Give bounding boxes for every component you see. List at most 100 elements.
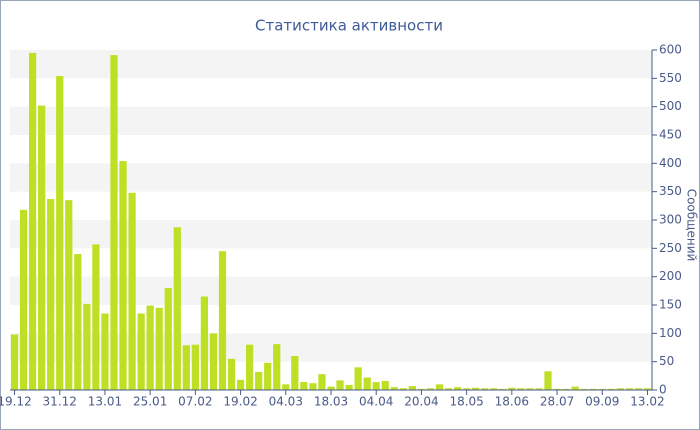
bar	[318, 374, 326, 390]
bar	[236, 379, 245, 390]
bar	[616, 388, 624, 390]
y-tick-label: 0	[659, 383, 667, 397]
bar	[264, 362, 272, 390]
x-tick-label: 28.07	[540, 395, 574, 409]
y-tick-label: 150	[659, 298, 682, 312]
bar	[535, 388, 543, 390]
bar	[481, 388, 489, 390]
bar	[417, 388, 426, 390]
bar	[28, 52, 37, 390]
grid-band	[10, 220, 652, 249]
bar	[10, 334, 19, 390]
bar	[526, 388, 534, 390]
bar	[191, 344, 199, 390]
bar	[553, 388, 561, 390]
x-tick-label: 18.03	[314, 395, 348, 409]
x-tick-label: 19.12	[0, 395, 32, 409]
y-tick-label: 50	[659, 354, 674, 368]
bar	[146, 305, 154, 390]
x-tick-label: 04.04	[359, 395, 393, 409]
bar	[625, 388, 634, 390]
bar	[598, 388, 606, 390]
bar	[508, 387, 516, 390]
grid-band	[10, 106, 652, 135]
bar	[472, 387, 480, 390]
bar	[463, 388, 471, 390]
bar	[164, 288, 172, 390]
bar	[643, 388, 652, 390]
bar	[200, 296, 209, 390]
x-tick-label: 18.05	[449, 395, 483, 409]
bar	[336, 380, 344, 390]
bar	[444, 388, 453, 390]
bar	[137, 313, 145, 390]
y-tick-label: 200	[659, 269, 682, 283]
bar	[56, 76, 64, 391]
bar	[399, 388, 407, 390]
bar	[426, 388, 435, 390]
bar	[372, 382, 380, 390]
bar	[490, 388, 498, 390]
y-tick-label: 300	[659, 213, 682, 227]
x-tick-label: 31.12	[43, 395, 77, 409]
bar	[300, 382, 308, 390]
y-tick-label: 400	[659, 156, 682, 170]
bar	[354, 367, 362, 390]
chart-title: Статистика активности	[255, 17, 443, 35]
bar	[83, 303, 91, 390]
bar	[128, 192, 136, 390]
bar	[74, 254, 82, 390]
bar	[345, 384, 353, 390]
x-tick-label: 20.04	[404, 395, 438, 409]
y-tick-label: 100	[659, 326, 682, 340]
x-tick-label: 04.03	[269, 395, 303, 409]
bar	[453, 387, 462, 390]
grid-band	[10, 50, 652, 79]
bar	[517, 388, 525, 390]
bar	[92, 244, 100, 390]
x-tick-label: 18.06	[495, 395, 529, 409]
x-tick-label: 07.02	[178, 395, 212, 409]
bar	[309, 383, 317, 390]
bar	[562, 388, 570, 390]
y-tick-label: 450	[659, 128, 682, 142]
bar	[327, 386, 335, 390]
bar	[218, 251, 227, 390]
bar	[544, 371, 552, 390]
bar	[227, 358, 236, 390]
grid-band	[10, 163, 652, 192]
bar	[119, 161, 127, 390]
bar	[634, 388, 643, 390]
bar	[65, 200, 73, 390]
bar	[38, 105, 46, 391]
bar	[580, 388, 588, 390]
x-tick-label: 13.01	[88, 395, 122, 409]
grid-band	[10, 276, 652, 305]
bar	[246, 344, 254, 390]
x-tick-label: 19.02	[223, 395, 257, 409]
bar	[255, 371, 263, 390]
y-tick-label: 250	[659, 241, 682, 255]
bar	[19, 209, 28, 390]
bar	[209, 333, 218, 390]
y-axis-label: Сообщений	[685, 189, 699, 262]
y-tick-label: 350	[659, 184, 682, 198]
bar	[47, 199, 55, 390]
bar	[155, 307, 163, 390]
bar	[390, 387, 398, 390]
bar	[571, 386, 579, 390]
bar	[499, 388, 507, 390]
bar	[435, 384, 444, 390]
bar	[173, 227, 181, 390]
y-tick-label: 600	[659, 43, 682, 57]
bar	[273, 344, 281, 390]
bar	[363, 377, 371, 390]
bar	[101, 313, 109, 390]
bar	[607, 388, 615, 390]
bar	[381, 380, 389, 390]
y-tick-label: 550	[659, 71, 682, 85]
x-tick-label: 09.09	[585, 395, 619, 409]
bar	[589, 388, 597, 390]
bar	[182, 345, 190, 390]
